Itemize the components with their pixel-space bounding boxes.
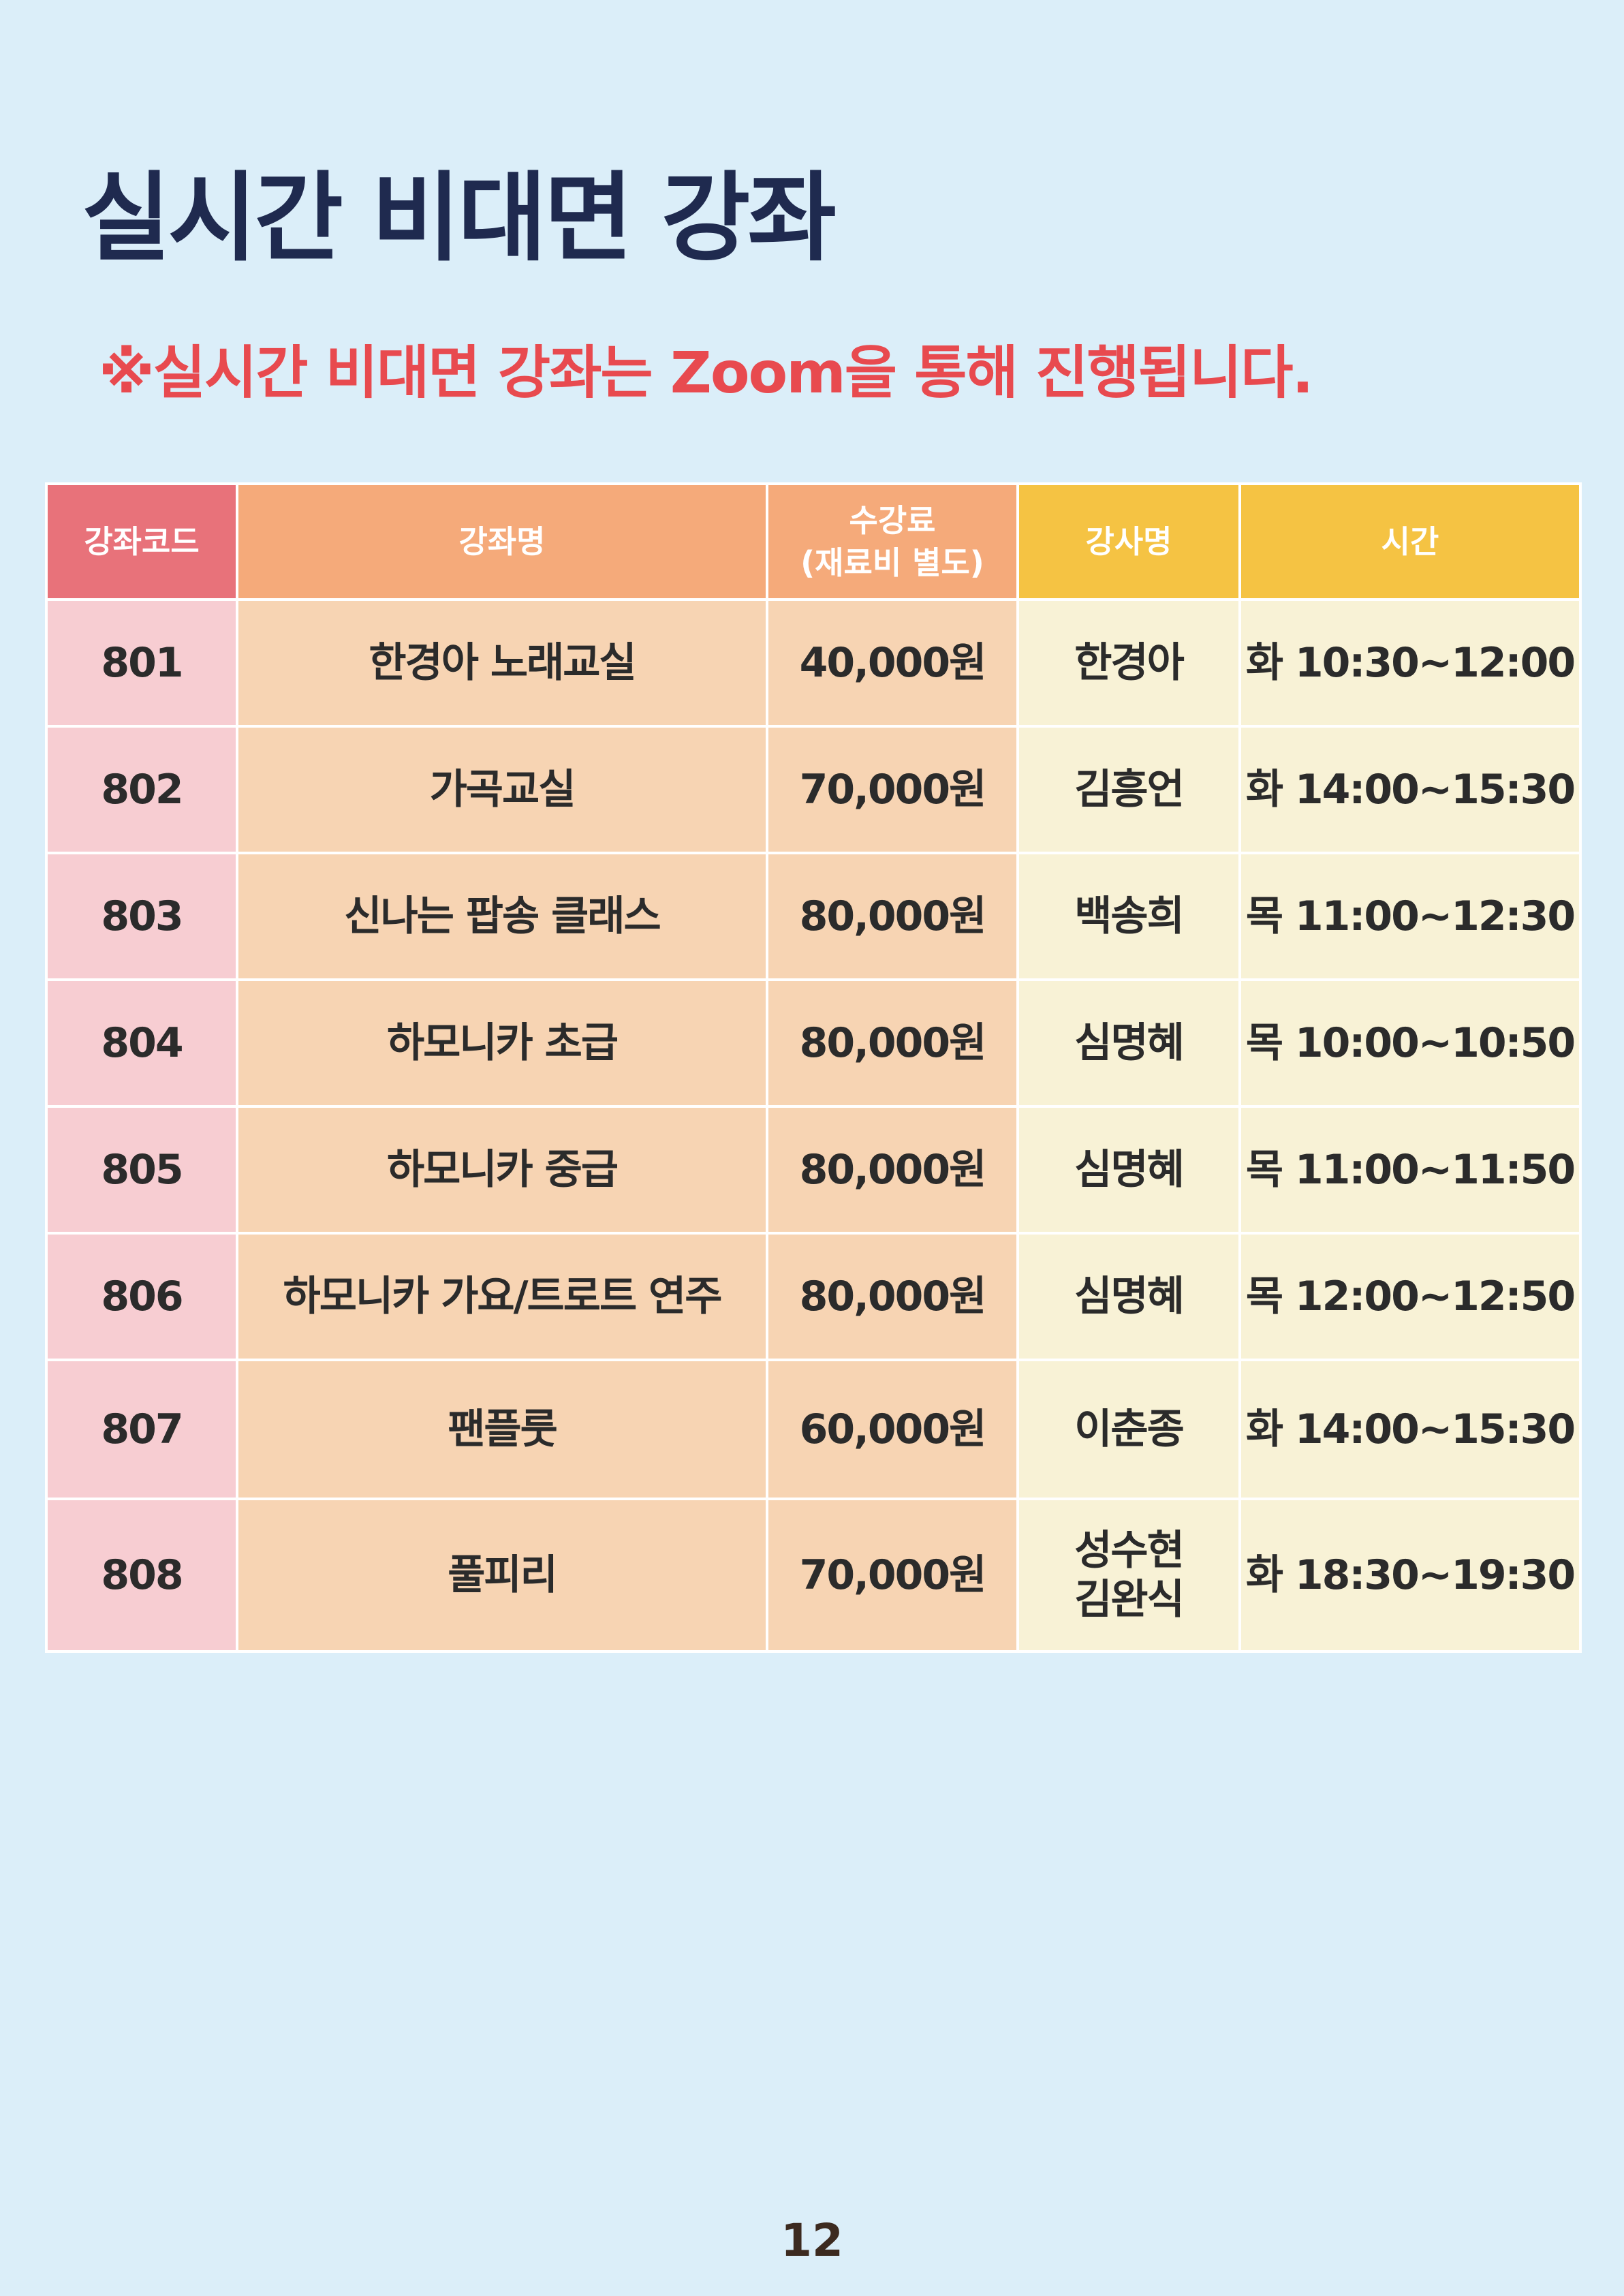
table-row: 803 신나는 팝송 클래스 80,000원 백송희 목 11:00~12:30 (45, 852, 1582, 981)
header-fee: 수강료 (재료비 별도) (766, 482, 1019, 601)
course-name: 하모니카 초급 (236, 978, 768, 1108)
course-fee: 70,000원 (766, 725, 1019, 854)
course-code: 805 (45, 1105, 238, 1235)
instructor-name: 성수현 (1074, 1527, 1185, 1574)
table-row: 806 하모니카 가요/트로트 연주 80,000원 심명혜 목 12:00~1… (45, 1232, 1582, 1361)
instructor-name: 심명혜 (1016, 1232, 1241, 1361)
table-header-row: 강좌코드 강좌명 수강료 (재료비 별도) 강사명 시간 (45, 482, 1582, 601)
instructor-name: 김완식 (1074, 1576, 1185, 1624)
instructor-name: 백송희 (1016, 852, 1241, 981)
page-title: 실시간 비대면 강좌 (82, 162, 837, 275)
course-fee: 80,000원 (766, 978, 1019, 1108)
course-code: 806 (45, 1232, 238, 1361)
course-code: 802 (45, 725, 238, 854)
instructor-names: 성수현 김완식 (1016, 1498, 1241, 1653)
header-time: 시간 (1238, 482, 1582, 601)
course-name: 가곡교실 (236, 725, 768, 854)
table-row: 807 팬플룻 60,000원 이춘종 화 14:00~15:30 (45, 1359, 1582, 1500)
course-time: 화 14:00~15:30 (1238, 1359, 1582, 1500)
course-code: 803 (45, 852, 238, 981)
course-fee: 60,000원 (766, 1359, 1019, 1500)
course-fee: 80,000원 (766, 1105, 1019, 1235)
course-time: 화 18:30~19:30 (1238, 1498, 1582, 1653)
course-code: 804 (45, 978, 238, 1108)
course-code: 807 (45, 1359, 238, 1500)
course-code: 808 (45, 1498, 238, 1653)
course-fee: 80,000원 (766, 1232, 1019, 1361)
course-name: 신나는 팝송 클래스 (236, 852, 768, 981)
course-name: 하모니카 가요/트로트 연주 (236, 1232, 768, 1361)
zoom-notice: ※실시간 비대면 강좌는 Zoom을 통해 진행됩니다. (99, 339, 1313, 406)
table-row: 808 풀피리 70,000원 성수현 김완식 화 18:30~19:30 (45, 1498, 1582, 1653)
course-time: 목 11:00~12:30 (1238, 852, 1582, 981)
course-time: 화 10:30~12:00 (1238, 598, 1582, 728)
course-table: 강좌코드 강좌명 수강료 (재료비 별도) 강사명 시간 801 한경아 노래교… (45, 482, 1582, 1653)
course-name: 풀피리 (236, 1498, 768, 1653)
header-course-name: 강좌명 (236, 482, 768, 601)
course-fee: 40,000원 (766, 598, 1019, 728)
course-code: 801 (45, 598, 238, 728)
header-fee-note: (재료비 별도) (800, 544, 984, 581)
course-time: 화 14:00~15:30 (1238, 725, 1582, 854)
page-number: 12 (781, 2214, 843, 2267)
header-course-code: 강좌코드 (45, 482, 238, 601)
header-fee-label: 수강료 (849, 501, 936, 539)
course-time: 목 10:00~10:50 (1238, 978, 1582, 1108)
course-name: 하모니카 중급 (236, 1105, 768, 1235)
instructor-name: 김흥언 (1016, 725, 1241, 854)
table-row: 802 가곡교실 70,000원 김흥언 화 14:00~15:30 (45, 725, 1582, 854)
header-instructor: 강사명 (1016, 482, 1241, 601)
course-name: 팬플룻 (236, 1359, 768, 1500)
course-name: 한경아 노래교실 (236, 598, 768, 728)
course-fee: 80,000원 (766, 852, 1019, 981)
course-fee: 70,000원 (766, 1498, 1019, 1653)
course-time: 목 11:00~11:50 (1238, 1105, 1582, 1235)
course-time: 목 12:00~12:50 (1238, 1232, 1582, 1361)
instructor-name: 심명혜 (1016, 1105, 1241, 1235)
instructor-name: 한경아 (1016, 598, 1241, 728)
instructor-name: 심명혜 (1016, 978, 1241, 1108)
instructor-name: 이춘종 (1016, 1359, 1241, 1500)
table-row: 804 하모니카 초급 80,000원 심명혜 목 10:00~10:50 (45, 978, 1582, 1108)
table-row: 801 한경아 노래교실 40,000원 한경아 화 10:30~12:00 (45, 598, 1582, 728)
table-row: 805 하모니카 중급 80,000원 심명혜 목 11:00~11:50 (45, 1105, 1582, 1235)
